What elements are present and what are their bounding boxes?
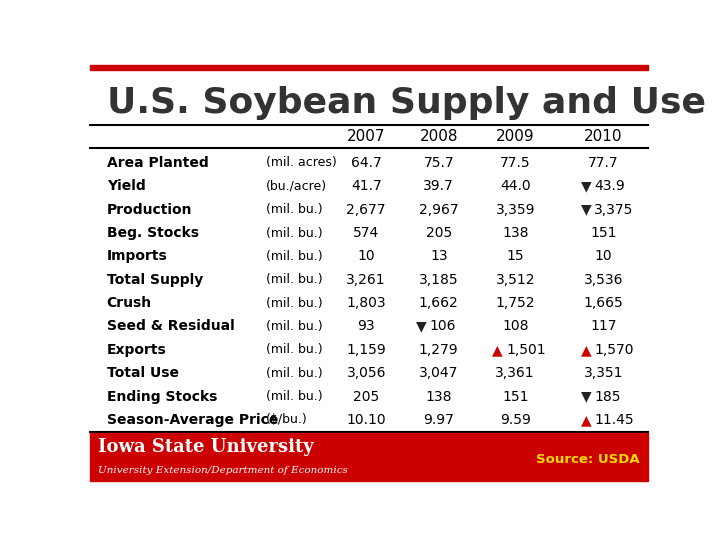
Text: (mil. bu.): (mil. bu.): [266, 226, 323, 240]
Text: 11.45: 11.45: [595, 413, 634, 427]
Text: 108: 108: [502, 320, 528, 333]
Text: (mil. bu.): (mil. bu.): [266, 250, 323, 263]
Text: (bu./acre): (bu./acre): [266, 180, 327, 193]
Text: University Extension/Department of Economics: University Extension/Department of Econo…: [99, 465, 348, 475]
Text: 1,752: 1,752: [495, 296, 535, 310]
Text: Season-Average Price: Season-Average Price: [107, 413, 278, 427]
Bar: [90, 65, 648, 70]
Text: (mil. bu.): (mil. bu.): [266, 296, 323, 309]
Text: 205: 205: [353, 389, 379, 403]
Text: ▼: ▼: [580, 389, 591, 403]
Text: 3,536: 3,536: [584, 273, 623, 287]
Text: 1,570: 1,570: [595, 343, 634, 357]
Text: 9.97: 9.97: [423, 413, 454, 427]
Text: Imports: Imports: [107, 249, 168, 264]
Text: ▲: ▲: [492, 343, 503, 357]
Text: (mil. bu.): (mil. bu.): [266, 203, 323, 216]
Text: ▼: ▼: [580, 179, 591, 193]
Text: 1,159: 1,159: [346, 343, 386, 357]
Text: Area Planted: Area Planted: [107, 156, 209, 170]
Text: 41.7: 41.7: [351, 179, 382, 193]
Text: 2007: 2007: [347, 129, 385, 144]
Text: Seed & Residual: Seed & Residual: [107, 320, 235, 333]
Text: 3,261: 3,261: [346, 273, 386, 287]
Text: 3,361: 3,361: [495, 366, 535, 380]
Text: Ending Stocks: Ending Stocks: [107, 389, 217, 403]
Text: 75.7: 75.7: [423, 156, 454, 170]
Text: 3,359: 3,359: [495, 202, 535, 217]
Text: (mil. bu.): (mil. bu.): [266, 273, 323, 286]
Text: ($/bu.): ($/bu.): [266, 413, 307, 427]
Text: 3,375: 3,375: [595, 202, 634, 217]
Text: 3,351: 3,351: [584, 366, 623, 380]
Text: Iowa State University: Iowa State University: [99, 438, 314, 456]
Text: 39.7: 39.7: [423, 179, 454, 193]
Text: 77.7: 77.7: [588, 156, 618, 170]
Text: ▲: ▲: [580, 343, 591, 357]
Text: ▼: ▼: [580, 202, 591, 217]
Text: 1,665: 1,665: [583, 296, 624, 310]
Text: Yield: Yield: [107, 179, 145, 193]
Text: (mil. bu.): (mil. bu.): [266, 320, 323, 333]
Text: (mil. acres): (mil. acres): [266, 157, 336, 170]
Text: 3,056: 3,056: [346, 366, 386, 380]
Text: Production: Production: [107, 202, 192, 217]
Text: 151: 151: [590, 226, 616, 240]
Text: 2009: 2009: [496, 129, 534, 144]
Text: (mil. bu.): (mil. bu.): [266, 390, 323, 403]
Text: 64.7: 64.7: [351, 156, 382, 170]
Text: 44.0: 44.0: [500, 179, 531, 193]
Text: Total Supply: Total Supply: [107, 273, 203, 287]
Text: 9.59: 9.59: [500, 413, 531, 427]
Text: 13: 13: [430, 249, 448, 264]
Text: ▲: ▲: [580, 413, 591, 427]
Text: Crush: Crush: [107, 296, 152, 310]
Text: 77.5: 77.5: [500, 156, 531, 170]
Text: 185: 185: [595, 389, 621, 403]
Text: 1,279: 1,279: [419, 343, 459, 357]
Text: 2,677: 2,677: [346, 202, 386, 217]
Text: 205: 205: [426, 226, 452, 240]
Text: ▼: ▼: [416, 320, 426, 333]
Text: 138: 138: [502, 226, 528, 240]
Bar: [90, 433, 648, 481]
Text: 1,501: 1,501: [506, 343, 546, 357]
Text: 10: 10: [595, 249, 612, 264]
Text: 3,185: 3,185: [419, 273, 459, 287]
Text: 43.9: 43.9: [595, 179, 625, 193]
Text: 15: 15: [506, 249, 524, 264]
Text: Source: USDA: Source: USDA: [536, 453, 639, 465]
Text: 151: 151: [502, 389, 528, 403]
Text: Total Use: Total Use: [107, 366, 179, 380]
Text: (mil. bu.): (mil. bu.): [266, 367, 323, 380]
Text: 106: 106: [430, 320, 456, 333]
Text: U.S. Soybean Supply and Use: U.S. Soybean Supply and Use: [107, 86, 706, 120]
Text: 1,803: 1,803: [346, 296, 386, 310]
Text: 2008: 2008: [420, 129, 458, 144]
Text: 1,662: 1,662: [419, 296, 459, 310]
Text: Exports: Exports: [107, 343, 166, 357]
Text: 3,047: 3,047: [419, 366, 459, 380]
Text: 2010: 2010: [584, 129, 623, 144]
Text: 3,512: 3,512: [495, 273, 535, 287]
Text: 10.10: 10.10: [346, 413, 386, 427]
Text: 93: 93: [357, 320, 375, 333]
Text: Beg. Stocks: Beg. Stocks: [107, 226, 199, 240]
Text: 10: 10: [357, 249, 375, 264]
Text: 574: 574: [353, 226, 379, 240]
Text: 138: 138: [426, 389, 452, 403]
Text: 117: 117: [590, 320, 616, 333]
Text: (mil. bu.): (mil. bu.): [266, 343, 323, 356]
Text: 2,967: 2,967: [419, 202, 459, 217]
